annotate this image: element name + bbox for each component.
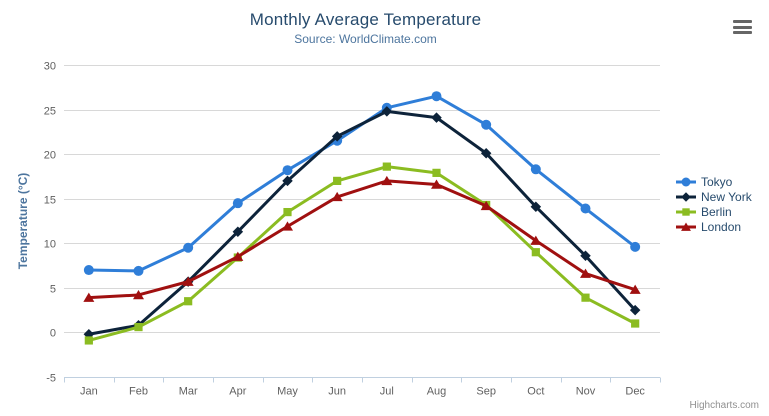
y-axis-tick-label: 0 xyxy=(50,328,56,340)
data-point-berlin[interactable] xyxy=(184,297,193,306)
x-axis-tick-label: Apr xyxy=(229,386,246,398)
y-axis-tick-label: -5 xyxy=(46,373,56,385)
y-axis-tick-label: 20 xyxy=(44,150,56,162)
export-menu-button[interactable] xyxy=(733,20,752,34)
legend-marker-berlin[interactable] xyxy=(682,208,690,216)
y-axis-tick-label: 15 xyxy=(44,195,56,207)
data-point-tokyo[interactable] xyxy=(580,203,591,214)
legend-marker-triangle-icon xyxy=(676,222,696,231)
x-axis-tick-label: Oct xyxy=(527,386,544,398)
data-point-new-york[interactable] xyxy=(282,175,293,187)
chart-title: Monthly Average Temperature xyxy=(249,10,482,29)
series-line-london xyxy=(87,179,637,300)
y-axis-tick-label: 25 xyxy=(44,106,56,118)
series-new-york xyxy=(83,106,641,340)
data-point-tokyo[interactable] xyxy=(83,265,94,276)
data-point-london[interactable] xyxy=(480,200,492,211)
x-axis-tick-label: Feb xyxy=(129,386,148,398)
x-axis-tick-label: Jun xyxy=(328,386,346,398)
x-axis-tick-label: Sep xyxy=(476,386,496,398)
legend-marker-london[interactable] xyxy=(681,222,691,231)
x-axis-tick-label: Nov xyxy=(576,386,596,398)
series-line-new-york xyxy=(87,109,637,336)
data-point-tokyo[interactable] xyxy=(282,165,293,176)
x-axis-tick-label: Mar xyxy=(179,386,198,398)
data-point-tokyo[interactable] xyxy=(481,119,492,130)
legend-marker-circle-icon xyxy=(676,177,696,187)
data-point-berlin[interactable] xyxy=(333,176,342,185)
data-point-london[interactable] xyxy=(431,179,442,189)
legend-marker-new-york[interactable] xyxy=(681,192,691,202)
legend-item-berlin[interactable]: Berlin xyxy=(676,206,752,218)
y-axis-tick-label: 10 xyxy=(44,239,56,251)
series-london xyxy=(83,175,641,302)
data-point-berlin[interactable] xyxy=(134,322,143,332)
data-point-tokyo[interactable] xyxy=(630,241,641,252)
data-point-berlin[interactable] xyxy=(283,207,292,217)
legend-marker-diamond-icon xyxy=(676,192,696,202)
data-point-london[interactable] xyxy=(282,221,293,231)
data-point-tokyo[interactable] xyxy=(431,91,442,102)
legend: Tokyo New York Berlin London xyxy=(676,176,752,233)
x-axis-tick-label: Jan xyxy=(80,386,98,398)
x-axis-tick-label: Aug xyxy=(427,386,447,398)
legend-item-london[interactable]: London xyxy=(676,221,752,233)
data-point-london[interactable] xyxy=(530,235,542,245)
legend-item-new-york[interactable]: New York xyxy=(676,191,752,203)
data-point-new-york[interactable] xyxy=(232,226,244,237)
data-point-new-york[interactable] xyxy=(580,250,591,262)
data-point-berlin[interactable] xyxy=(84,336,93,345)
data-point-london[interactable] xyxy=(133,289,144,300)
data-point-tokyo[interactable] xyxy=(232,198,243,209)
data-point-new-york[interactable] xyxy=(480,148,492,159)
legend-label: London xyxy=(701,220,742,234)
data-point-berlin[interactable] xyxy=(432,168,441,177)
data-point-berlin[interactable] xyxy=(531,248,540,257)
hamburger-icon xyxy=(733,31,752,34)
y-axis-tick-label: 30 xyxy=(44,61,56,73)
data-point-london[interactable] xyxy=(182,276,194,286)
series-tokyo xyxy=(83,91,641,276)
data-point-london[interactable] xyxy=(629,284,641,294)
x-axis-tick-label: May xyxy=(277,386,298,398)
data-point-new-york[interactable] xyxy=(530,201,542,212)
legend-label: Berlin xyxy=(701,205,732,219)
data-point-tokyo[interactable] xyxy=(183,242,194,253)
data-point-new-york[interactable] xyxy=(381,106,393,117)
chart-subtitle: Source: WorldClimate.com xyxy=(294,32,437,46)
data-point-london[interactable] xyxy=(331,191,343,202)
legend-item-tokyo[interactable]: Tokyo xyxy=(676,176,752,188)
data-point-new-york[interactable] xyxy=(331,131,343,142)
y-axis-tick-label: 5 xyxy=(50,284,56,296)
data-point-berlin[interactable] xyxy=(382,162,391,171)
legend-marker-tokyo[interactable] xyxy=(681,177,691,187)
data-point-new-york[interactable] xyxy=(431,112,442,123)
data-point-tokyo[interactable] xyxy=(133,265,144,276)
legend-label: New York xyxy=(701,190,752,204)
data-point-london[interactable] xyxy=(232,251,244,261)
data-point-london[interactable] xyxy=(580,268,591,278)
legend-label: Tokyo xyxy=(701,175,733,189)
x-axis-tick-label: Dec xyxy=(625,386,645,398)
data-point-london[interactable] xyxy=(381,175,393,186)
data-point-tokyo[interactable] xyxy=(530,164,541,175)
data-point-london[interactable] xyxy=(83,292,95,302)
x-axis-tick-label: Jul xyxy=(380,386,394,398)
hamburger-icon xyxy=(733,20,752,23)
credits-link[interactable]: Highcharts.com xyxy=(689,400,759,411)
data-point-new-york[interactable] xyxy=(629,304,641,316)
hamburger-icon xyxy=(733,25,752,29)
data-point-berlin[interactable] xyxy=(631,319,640,328)
series-line-berlin xyxy=(87,165,637,342)
data-point-berlin[interactable] xyxy=(581,293,590,302)
legend-marker-square-icon xyxy=(676,208,696,216)
y-axis-title: Temperature (°C) xyxy=(16,173,30,270)
